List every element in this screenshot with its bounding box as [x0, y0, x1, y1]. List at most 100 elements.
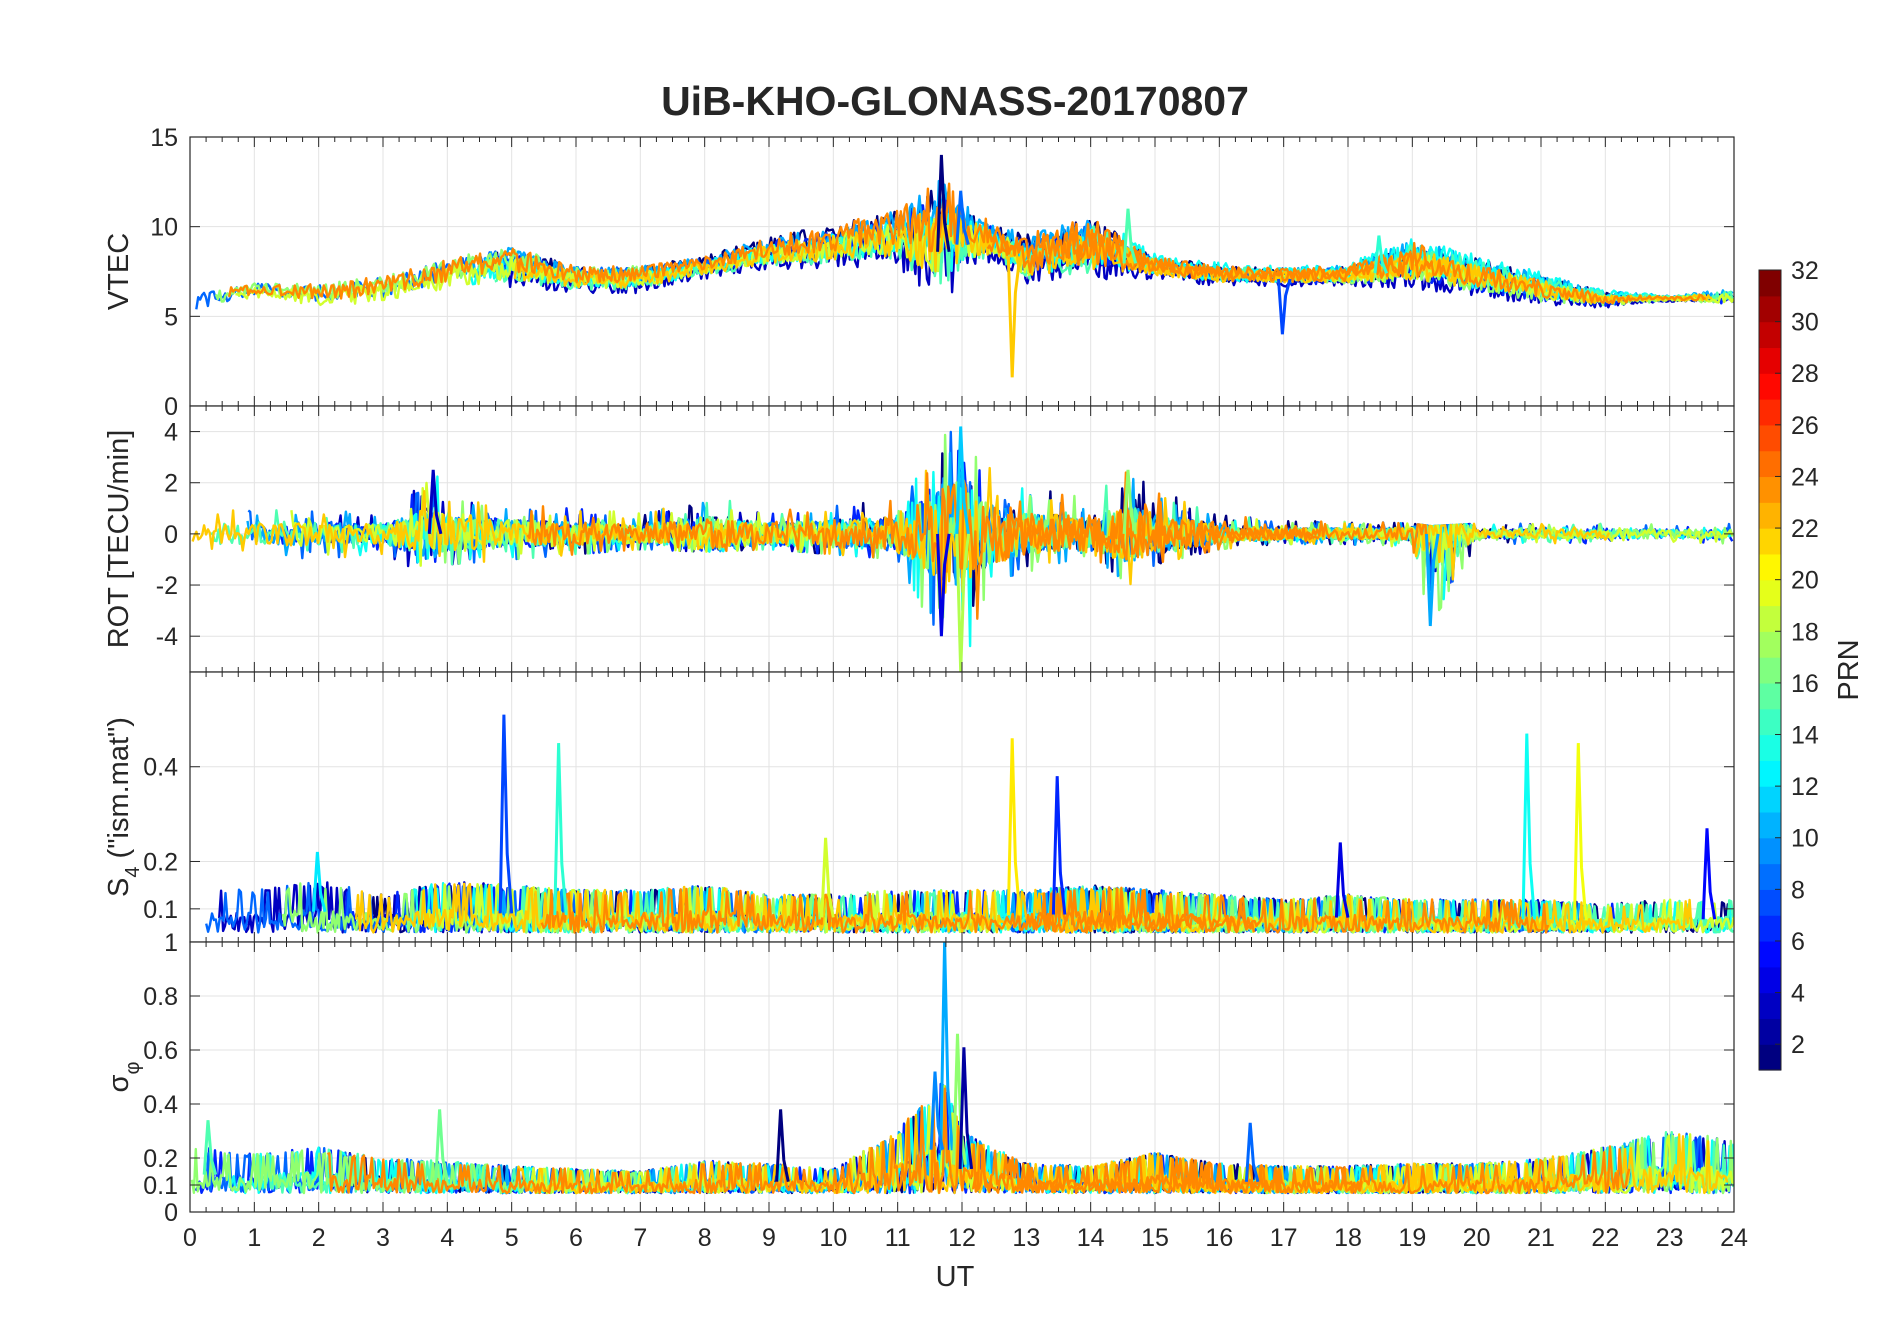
colorbar-swatch-0 — [1759, 1044, 1781, 1071]
xtick-label-17: 17 — [1270, 1224, 1298, 1252]
ylabel-s4: S4 ("ism.mat") — [103, 717, 144, 897]
colorbar-swatch-26 — [1759, 373, 1781, 400]
series-b-vtec-10 — [986, 232, 1707, 305]
colorbar-tick-label-2: 6 — [1791, 928, 1805, 956]
colorbar-tick-label-0: 2 — [1791, 1031, 1805, 1059]
spike-s4-4 — [1521, 733, 1537, 920]
spike-vtec-0 — [936, 154, 951, 253]
xtick-label-12: 12 — [948, 1224, 976, 1252]
ytick-label-sigma-0: 0 — [164, 1199, 178, 1227]
colorbar-tick-label-11: 24 — [1791, 463, 1819, 491]
xtick-label-6: 6 — [569, 1224, 583, 1252]
spike-rot-5 — [1122, 469, 1138, 535]
colorbar-swatch-1 — [1759, 1018, 1781, 1045]
series-b-s4-10 — [1033, 886, 1550, 934]
series-vtec-7 — [214, 248, 652, 303]
xtick-label-1: 1 — [247, 1224, 261, 1252]
colorbar-swatch-16 — [1759, 631, 1781, 658]
colorbar-tick-label-13: 28 — [1791, 360, 1819, 388]
xtick-label-22: 22 — [1591, 1224, 1619, 1252]
colorbar-swatch-2 — [1759, 992, 1781, 1019]
spike-s4-8 — [820, 837, 835, 918]
xtick-label-5: 5 — [505, 1224, 519, 1252]
spike-sigma-2 — [958, 1047, 974, 1170]
spike-rot-2 — [955, 533, 970, 672]
spike-s4-7 — [312, 851, 327, 913]
ytick-label-rot-0: -4 — [156, 623, 178, 651]
spike-s4-9 — [1334, 842, 1350, 918]
colorbar-tick-label-14: 30 — [1791, 309, 1819, 337]
series-group-s4 — [205, 714, 1734, 934]
ytick-label-rot-4: 4 — [164, 419, 178, 447]
xtick-label-4: 4 — [440, 1224, 454, 1252]
spike-sigma-0 — [939, 942, 954, 1151]
colorbar-tick-label-15: 32 — [1791, 257, 1819, 285]
xtick-label-2: 2 — [312, 1224, 326, 1252]
colorbar-swatch-15 — [1759, 657, 1781, 684]
ytick-label-sigma-2: 0.2 — [143, 1145, 178, 1173]
panel-s4: 0.1 0.2 0.4S4 ("ism.mat") — [103, 671, 1735, 943]
colorbar-swatch-13 — [1759, 708, 1781, 736]
spike-rot-3 — [427, 469, 443, 535]
colorbar-tick-label-10: 22 — [1791, 515, 1819, 543]
spike-sigma-4 — [434, 1109, 449, 1181]
ylabel-vtec: VTEC — [103, 233, 135, 310]
spike-sigma-3 — [929, 1071, 945, 1150]
colorbar-label: PRN — [1833, 639, 1865, 700]
series-group-vtec — [195, 154, 1734, 378]
ytick-label-s4-0: 0.1 — [143, 896, 178, 924]
colorbar-swatch-3 — [1759, 966, 1781, 994]
colorbar-tick-label-8: 18 — [1791, 618, 1819, 646]
xtick-label-11: 11 — [885, 1224, 911, 1252]
colorbar-swatch-22 — [1759, 476, 1781, 503]
spike-rot-1 — [955, 426, 970, 535]
colorbar-swatch-4 — [1759, 940, 1781, 968]
ytick-label-sigma-6: 1 — [164, 929, 178, 957]
colorbar-tick-label-1: 4 — [1791, 980, 1805, 1008]
xtick-label-3: 3 — [376, 1224, 390, 1252]
colorbar-swatch-17 — [1759, 605, 1781, 632]
spike-sigma-1 — [952, 1033, 967, 1165]
xtick-label-16: 16 — [1205, 1224, 1233, 1252]
colorbar-swatch-29 — [1759, 295, 1781, 323]
ytick-label-vtec-3: 15 — [150, 124, 178, 152]
ytick-label-vtec-2: 10 — [150, 214, 178, 242]
colorbar-swatch-10 — [1759, 786, 1781, 813]
spike-vtec-4 — [1277, 278, 1292, 335]
spike-rot-4 — [1425, 533, 1440, 627]
spike-vtec-3 — [1006, 256, 1022, 378]
series-group-sigma — [190, 942, 1734, 1195]
colorbar-swatch-9 — [1759, 811, 1781, 839]
chart-title: UiB-KHO-GLONASS-20170807 — [661, 78, 1249, 124]
colorbar-swatch-27 — [1759, 347, 1781, 374]
spike-vtec-2 — [1122, 208, 1138, 264]
colorbar-swatch-8 — [1759, 837, 1781, 865]
colorbar-swatch-14 — [1759, 682, 1781, 710]
xtick-label-19: 19 — [1398, 1224, 1426, 1252]
xtick-label-13: 13 — [1012, 1224, 1040, 1252]
spike-s4-0 — [498, 714, 514, 914]
spike-vtec-5 — [1373, 235, 1388, 274]
xtick-label-14: 14 — [1077, 1224, 1105, 1252]
xtick-label-15: 15 — [1141, 1224, 1169, 1252]
ylabel-sigma: σφ — [103, 1062, 144, 1093]
xtick-label-10: 10 — [819, 1224, 847, 1252]
colorbar-tick-label-5: 12 — [1791, 773, 1819, 801]
colorbar-swatch-18 — [1759, 579, 1781, 607]
colorbar-frame — [1758, 269, 1782, 1071]
spike-s4-5 — [1573, 743, 1588, 921]
xtick-label-18: 18 — [1334, 1224, 1362, 1252]
colorbar-swatch-12 — [1759, 734, 1781, 761]
colorbar-swatch-19 — [1759, 553, 1781, 581]
colorbar-swatch-21 — [1759, 502, 1781, 529]
spike-rot-0 — [936, 533, 951, 637]
spike-vtec-1 — [955, 190, 970, 246]
spike-sigma-7 — [202, 1120, 218, 1175]
xtick-label-9: 9 — [762, 1224, 776, 1252]
spike-s4-6 — [1701, 828, 1717, 920]
ytick-label-s4-2: 0.4 — [143, 754, 178, 782]
spike-s4-3 — [1051, 776, 1067, 915]
